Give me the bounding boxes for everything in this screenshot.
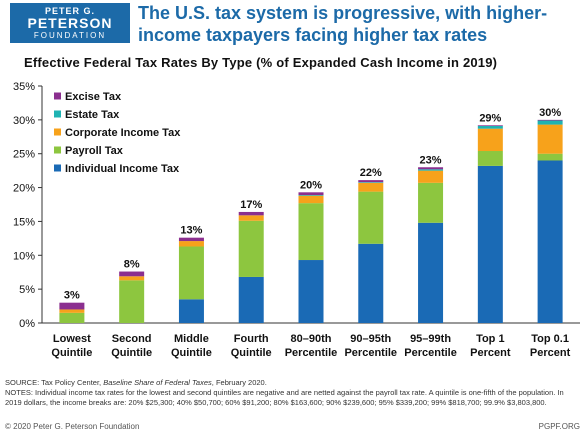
x-tick-label: 80–90th [291,333,332,345]
legend-label: Corporate Income Tax [65,127,181,139]
legend-swatch [54,110,61,118]
y-tick-label: 5% [19,284,35,296]
logo-line-1: PETER G. [44,6,95,16]
bar-segment [358,180,384,183]
bar-segment [477,151,503,166]
bar-segment [238,211,264,216]
bar-segment [178,299,204,323]
bar-segment [119,271,145,277]
chart-title: Effective Federal Tax Rates By Type (% o… [24,55,498,70]
source-suffix: , February 2020. [211,378,267,387]
bar-segment [477,125,503,129]
bar-total-label: 17% [240,199,262,211]
bar-segment [537,124,563,154]
bar-segment [238,276,264,323]
x-tick-label: 95–99th [410,333,451,345]
bar-total-label: 13% [180,225,202,237]
y-tick-label: 0% [19,318,35,330]
bar-segment [537,120,563,125]
logo-line-2: PETERSON [27,15,113,31]
bar-segment [298,203,324,261]
x-tick-label: Quintile [51,347,92,359]
x-tick-label: Fourth [234,333,269,345]
bar-segment [238,215,264,221]
x-tick-label: Percentile [285,347,338,359]
bar-total-label: 20% [300,179,322,191]
bar-segment [358,243,384,323]
bar-segment [537,160,563,323]
x-tick-label: Second [112,333,152,345]
bar-segment [119,280,145,323]
legend-swatch [54,128,61,136]
bar-segment [418,167,444,170]
legend-label: Payroll Tax [65,145,124,157]
x-tick-label: Top 0.1 [531,333,569,345]
x-tick-label: Percentile [404,347,457,359]
bar-segment [358,191,384,244]
bar-segment [178,241,204,247]
bar-segment [418,222,444,323]
bar-segment [298,195,324,204]
legend-label: Excise Tax [65,91,122,103]
bar-total-label: 30% [539,107,561,119]
bar-segment [537,153,563,161]
legend-label: Estate Tax [65,109,120,121]
headline: The U.S. tax system is progressive, with… [138,3,548,45]
notes-text: NOTES: Individual income tax rates for t… [5,388,564,407]
bar-segment [298,192,324,196]
bar-segment [59,309,85,313]
bar-total-label: 23% [420,154,442,166]
bar-segment [477,125,503,126]
x-tick-label: Percent [530,347,571,359]
bar-segment [59,302,85,310]
notes-block: SOURCE: Tax Policy Center, Baseline Shar… [5,378,581,408]
x-tick-label: Quintile [111,347,152,359]
copyright: © 2020 Peter G. Peterson Foundation [5,422,140,431]
source-title: Baseline Share of Federal Taxes [103,378,212,387]
x-tick-label: Quintile [171,347,212,359]
legend-swatch [54,164,61,172]
x-tick-label: Quintile [231,347,272,359]
site-link[interactable]: PGPF.ORG [538,422,580,431]
x-tick-label: Top 1 [476,333,505,345]
x-tick-label: Percentile [344,347,397,359]
bar-segment [59,312,85,323]
bar-total-label: 3% [64,290,80,302]
source-prefix: SOURCE: Tax Policy Center, [5,378,104,387]
logo-line-3: FOUNDATION [33,31,107,40]
bar-segment [298,195,324,196]
x-tick-label: Percent [470,347,511,359]
y-tick-label: 30% [13,115,35,127]
bar-segment [418,182,444,223]
bar-total-label: 29% [479,112,501,124]
bar-segment [238,220,264,277]
bar-segment [358,182,384,192]
bar-segment [178,237,204,242]
peterson-foundation-logo: PETER G. PETERSON FOUNDATION [10,3,130,43]
bar-segment [418,170,444,183]
y-tick-label: 10% [13,250,35,262]
x-tick-label: Middle [174,333,209,345]
bar-segment [537,119,563,121]
bar-segment [298,260,324,323]
bar-segment [358,182,384,183]
bar-segment [418,169,444,171]
stacked-bar-chart: 0% 5% 10% 15% 20% 25% 30% 35% 3% Lowest Quintile 8%… [13,81,580,359]
bar-total-label: 22% [360,167,382,179]
bar-segment [477,128,503,152]
y-tick-label: 35% [13,81,35,93]
y-tick-label: 25% [13,149,35,161]
x-tick-label: 90–95th [350,333,391,345]
bar-total-label: 8% [124,259,140,271]
legend-swatch [54,146,61,154]
source-line: SOURCE: Tax Policy Center, Baseline Shar… [5,378,581,388]
y-tick-label: 15% [13,216,35,228]
bar-segment [119,276,145,281]
legend-swatch [54,92,61,100]
y-tick-label: 20% [13,183,35,195]
bar-segment [477,165,503,323]
bar-segment [178,246,204,300]
legend-label: Individual Income Tax [65,163,180,175]
x-tick-label: Lowest [53,333,91,345]
